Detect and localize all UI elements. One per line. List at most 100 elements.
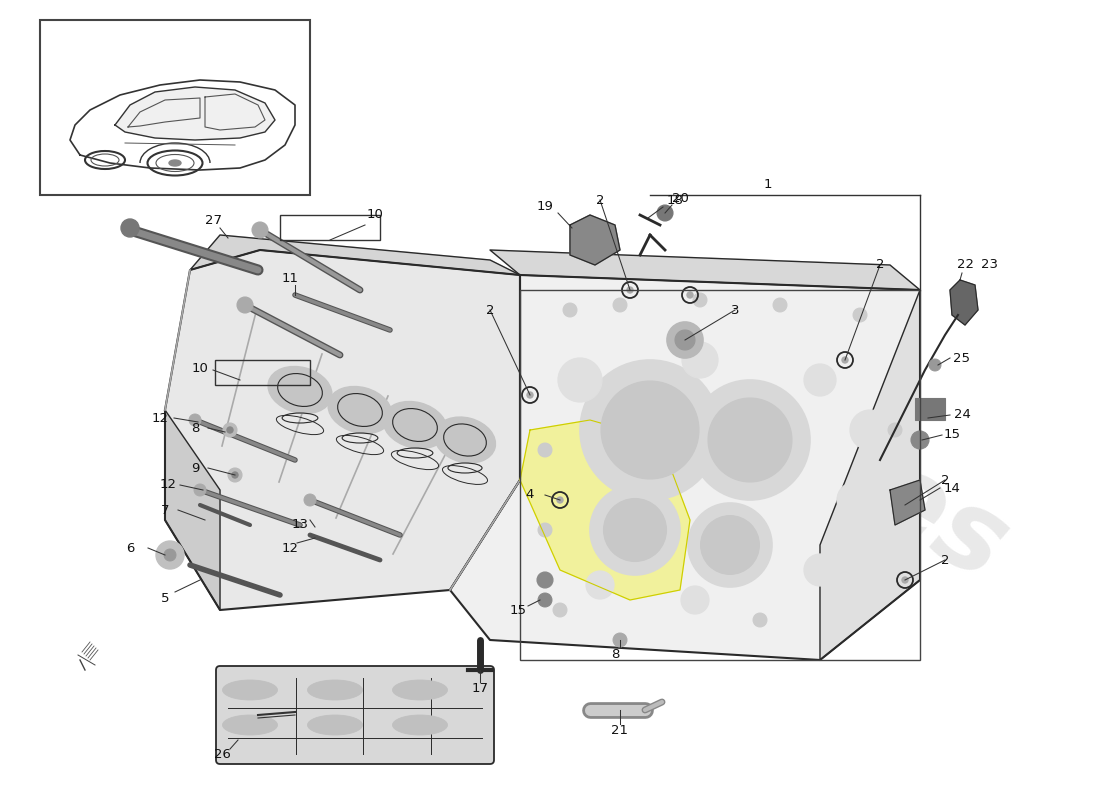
Circle shape	[189, 414, 201, 426]
Text: 8: 8	[610, 649, 619, 662]
Text: 18: 18	[667, 194, 683, 206]
Circle shape	[911, 431, 930, 449]
Circle shape	[538, 523, 552, 537]
Polygon shape	[520, 420, 690, 600]
Circle shape	[586, 571, 614, 599]
Circle shape	[601, 381, 698, 479]
Circle shape	[538, 593, 552, 607]
Text: 21: 21	[612, 723, 628, 737]
Circle shape	[667, 322, 703, 358]
Circle shape	[558, 358, 602, 402]
Ellipse shape	[268, 366, 332, 414]
Text: 10: 10	[191, 362, 208, 374]
Circle shape	[852, 308, 867, 322]
Text: 10: 10	[366, 209, 384, 222]
Circle shape	[682, 342, 718, 378]
Circle shape	[236, 297, 253, 313]
Text: 7: 7	[161, 503, 169, 517]
Polygon shape	[190, 235, 520, 275]
Circle shape	[842, 357, 848, 363]
Circle shape	[580, 360, 720, 500]
Polygon shape	[165, 410, 220, 610]
Text: 15: 15	[509, 603, 527, 617]
Text: 14: 14	[944, 482, 960, 494]
Polygon shape	[165, 250, 520, 610]
Text: 2: 2	[876, 258, 884, 271]
Text: 11: 11	[282, 271, 298, 285]
Ellipse shape	[308, 680, 363, 700]
Circle shape	[804, 554, 836, 586]
Circle shape	[232, 472, 238, 478]
Text: 27: 27	[205, 214, 221, 226]
Circle shape	[888, 423, 902, 437]
Ellipse shape	[393, 715, 448, 735]
Polygon shape	[490, 250, 920, 290]
Circle shape	[613, 298, 627, 312]
Circle shape	[538, 443, 552, 457]
Text: 13: 13	[292, 518, 308, 531]
Circle shape	[613, 633, 627, 647]
Circle shape	[688, 503, 772, 587]
Polygon shape	[450, 275, 920, 660]
Polygon shape	[70, 80, 295, 170]
Circle shape	[156, 541, 184, 569]
Text: 1: 1	[763, 178, 772, 191]
Polygon shape	[820, 290, 920, 660]
Circle shape	[837, 482, 873, 518]
Circle shape	[902, 502, 908, 508]
Text: 8: 8	[190, 422, 199, 434]
Ellipse shape	[308, 715, 363, 735]
Bar	[520, 290, 920, 660]
Circle shape	[537, 572, 553, 588]
Circle shape	[701, 516, 759, 574]
Circle shape	[121, 219, 139, 237]
Circle shape	[688, 292, 693, 298]
Ellipse shape	[393, 680, 448, 700]
Text: 12: 12	[282, 542, 298, 554]
Circle shape	[527, 392, 534, 398]
Circle shape	[850, 410, 890, 450]
Circle shape	[681, 586, 710, 614]
Circle shape	[252, 222, 268, 238]
Bar	[40, 20, 310, 195]
Text: 12: 12	[160, 478, 176, 491]
Ellipse shape	[328, 386, 392, 434]
Text: 12: 12	[152, 411, 168, 425]
Text: 23: 23	[981, 258, 999, 271]
Ellipse shape	[434, 417, 495, 463]
Text: 5: 5	[161, 591, 169, 605]
Text: 3: 3	[730, 303, 739, 317]
Polygon shape	[890, 480, 925, 525]
Text: 26: 26	[213, 749, 230, 762]
Ellipse shape	[383, 402, 447, 449]
Polygon shape	[570, 215, 620, 265]
Ellipse shape	[222, 715, 277, 735]
Text: 15: 15	[944, 429, 960, 442]
Circle shape	[804, 364, 836, 396]
Circle shape	[657, 205, 673, 221]
Text: europes: europes	[534, 257, 1026, 603]
Bar	[280, 215, 380, 240]
Text: 2: 2	[940, 554, 949, 566]
Text: 2: 2	[596, 194, 604, 206]
Circle shape	[227, 427, 233, 433]
Ellipse shape	[169, 160, 182, 166]
Circle shape	[553, 603, 566, 617]
Circle shape	[754, 613, 767, 627]
Circle shape	[194, 484, 206, 496]
Text: 17: 17	[472, 682, 488, 694]
Circle shape	[627, 287, 632, 293]
Circle shape	[690, 380, 810, 500]
Text: 19: 19	[537, 201, 553, 214]
Text: 24: 24	[954, 409, 970, 422]
Circle shape	[228, 468, 242, 482]
Text: 22: 22	[957, 258, 974, 271]
Circle shape	[304, 494, 316, 506]
Polygon shape	[116, 87, 275, 140]
Text: 4: 4	[526, 489, 535, 502]
Circle shape	[693, 293, 707, 307]
Text: 2: 2	[940, 474, 949, 486]
Circle shape	[902, 577, 908, 583]
Bar	[214, 360, 310, 385]
Circle shape	[773, 298, 786, 312]
